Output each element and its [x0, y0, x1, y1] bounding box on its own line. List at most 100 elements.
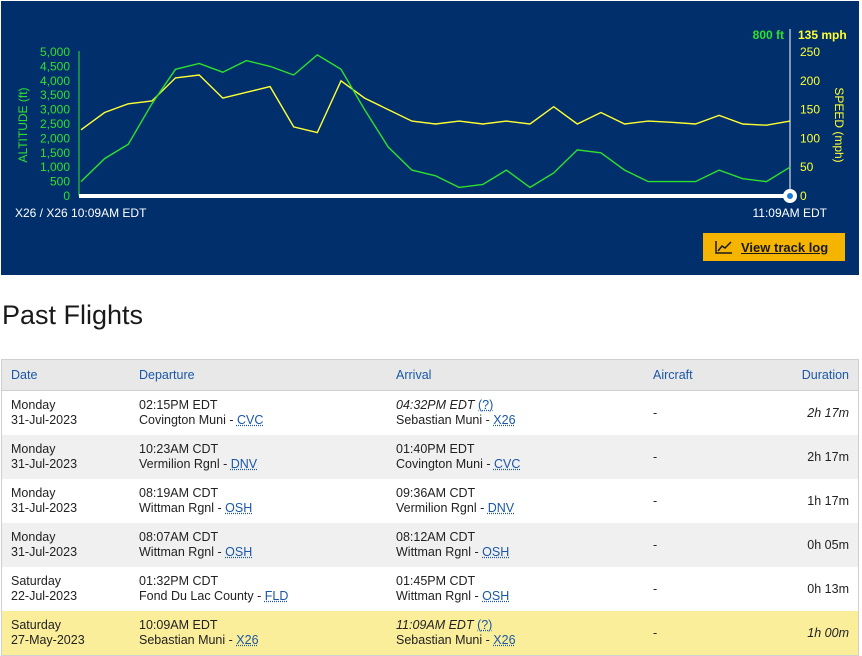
speed-axis-title: SPEED (mph)	[832, 87, 846, 162]
arrival-code-link[interactable]: DNV	[488, 501, 514, 515]
altitude-series-line	[81, 55, 790, 188]
past-flights-table: Date Departure Arrival Aircraft Duration…	[1, 359, 859, 656]
flight-date: 31-Jul-2023	[11, 457, 77, 471]
arrival-airport: Covington Muni -	[396, 457, 494, 471]
arrival-airport: Sebastian Muni -	[396, 413, 493, 427]
arrival-cell: 04:32PM EDT (?) Sebastian Muni - X26	[387, 391, 644, 436]
altitude-tick-label: 1,000	[40, 160, 70, 174]
speed-tick-label: 0	[800, 189, 807, 203]
speed-series-line	[81, 75, 790, 133]
arrival-code-link[interactable]: X26	[493, 413, 515, 427]
view-track-log-button[interactable]: View track log	[703, 233, 845, 261]
altitude-axis-title: ALTITUDE (ft)	[16, 87, 30, 162]
departure-code-link[interactable]: OSH	[225, 501, 252, 515]
date-cell: Saturday 27-May-2023	[2, 611, 131, 656]
departure-time: 08:07AM CDT	[139, 530, 218, 544]
departure-time: 10:23AM CDT	[139, 442, 218, 456]
departure-airport: Covington Muni -	[139, 413, 237, 427]
arrival-time: 01:40PM EDT	[396, 442, 475, 456]
departure-airport: Fond Du Lac County -	[139, 589, 265, 603]
flight-chart-panel: ALTITUDE (ft) SPEED (mph) 5,000 4,500 4,00…	[1, 1, 859, 275]
arrival-code-link[interactable]: X26	[493, 633, 515, 647]
altitude-tick-label: 1,500	[40, 146, 70, 160]
day-name: Monday	[11, 442, 55, 456]
departure-time: 02:15PM EDT	[139, 398, 218, 412]
arrival-airport: Wittman Rgnl -	[396, 589, 482, 603]
day-name: Saturday	[11, 574, 61, 588]
col-arrival[interactable]: Arrival	[387, 360, 644, 391]
line-chart-icon	[715, 240, 733, 254]
table-row[interactable]: Monday 31-Jul-2023 02:15PM EDT Covington Mu…	[2, 391, 859, 436]
col-aircraft[interactable]: Aircraft	[644, 360, 772, 391]
col-duration[interactable]: Duration	[772, 360, 859, 391]
aircraft-cell: -	[644, 567, 772, 611]
table-row[interactable]: Monday 31-Jul-2023 08:07AM CDT Wittman Rgnl…	[2, 523, 859, 567]
speed-tick-label: 50	[800, 160, 814, 174]
col-date[interactable]: Date	[2, 360, 131, 391]
departure-code-link[interactable]: FLD	[265, 589, 289, 603]
day-name: Saturday	[11, 618, 61, 632]
view-track-log-label: View track log	[741, 240, 828, 255]
estimated-help-link[interactable]: (?)	[478, 398, 493, 412]
departure-cell: 08:19AM CDT Wittman Rgnl - OSH	[130, 479, 387, 523]
speed-tick-label: 200	[800, 74, 820, 88]
duration-cell: 2h 17m	[772, 391, 859, 436]
arrival-cell: 08:12AM CDT Wittman Rgnl - OSH	[387, 523, 644, 567]
departure-cell: 02:15PM EDT Covington Muni - CVC	[130, 391, 387, 436]
arrival-airport: Wittman Rgnl -	[396, 545, 482, 559]
arrival-cell: 01:45PM CDT Wittman Rgnl - OSH	[387, 567, 644, 611]
departure-code-link[interactable]: DNV	[231, 457, 257, 471]
aircraft-cell: -	[644, 479, 772, 523]
date-cell: Monday 31-Jul-2023	[2, 435, 131, 479]
arrival-cell: 09:36AM CDT Vermilion Rgnl - DNV	[387, 479, 644, 523]
date-cell: Monday 31-Jul-2023	[2, 523, 131, 567]
day-name: Monday	[11, 486, 55, 500]
departure-cell: 10:09AM EDT Sebastian Muni - X26	[130, 611, 387, 656]
table-row[interactable]: Saturday 27-May-2023 10:09AM EDT Sebastian …	[2, 611, 859, 656]
arrival-time: 08:12AM CDT	[396, 530, 475, 544]
arrival-code-link[interactable]: OSH	[482, 589, 509, 603]
departure-time: 08:19AM CDT	[139, 486, 218, 500]
table-row[interactable]: Monday 31-Jul-2023 08:19AM CDT Wittman Rgnl…	[2, 479, 859, 523]
flight-date: 31-Jul-2023	[11, 545, 77, 559]
date-cell: Saturday 22-Jul-2023	[2, 567, 131, 611]
departure-cell: 01:32PM CDT Fond Du Lac County - FLD	[130, 567, 387, 611]
departure-airport: Wittman Rgnl -	[139, 545, 225, 559]
table-row[interactable]: Monday 31-Jul-2023 10:23AM CDT Vermilion Rg…	[2, 435, 859, 479]
flight-date: 27-May-2023	[11, 633, 85, 647]
departure-airport: Wittman Rgnl -	[139, 501, 225, 515]
flight-date: 31-Jul-2023	[11, 501, 77, 515]
altitude-tick-label: 500	[50, 175, 70, 189]
estimated-help-link[interactable]: (?)	[477, 618, 492, 632]
table-header-row: Date Departure Arrival Aircraft Duration	[2, 360, 859, 391]
col-departure[interactable]: Departure	[130, 360, 387, 391]
table-row[interactable]: Saturday 22-Jul-2023 01:32PM CDT Fond Du La…	[2, 567, 859, 611]
arrival-time: 01:45PM CDT	[396, 574, 475, 588]
departure-code-link[interactable]: OSH	[225, 545, 252, 559]
date-cell: Monday 31-Jul-2023	[2, 391, 131, 436]
altitude-tick-label: 4,500	[40, 59, 70, 73]
progress-end-dot	[787, 193, 793, 199]
altitude-tick-label: 0	[63, 189, 70, 203]
speed-tick-labels: 250200150100500	[800, 45, 820, 203]
departure-airport: Sebastian Muni -	[139, 633, 236, 647]
current-speed: 135 mph	[798, 28, 847, 42]
arrival-cell: 11:09AM EDT (?) Sebastian Muni - X26	[387, 611, 644, 656]
altitude-tick-label: 4,000	[40, 74, 70, 88]
day-name: Monday	[11, 398, 55, 412]
arrival-code-link[interactable]: CVC	[494, 457, 520, 471]
altitude-tick-label: 2,500	[40, 117, 70, 131]
arrival-code-link[interactable]: OSH	[482, 545, 509, 559]
departure-code-link[interactable]: CVC	[237, 413, 263, 427]
arrival-time: 04:32PM EDT	[396, 398, 475, 412]
departure-time: 01:32PM CDT	[139, 574, 218, 588]
departure-cell: 08:07AM CDT Wittman Rgnl - OSH	[130, 523, 387, 567]
past-flights-title: Past Flights	[2, 300, 143, 331]
altitude-tick-label: 3,000	[40, 103, 70, 117]
altitude-tick-label: 5,000	[40, 45, 70, 59]
departure-code-link[interactable]: X26	[236, 633, 258, 647]
arrival-airport: Vermilion Rgnl -	[396, 501, 488, 515]
arrival-time: 09:36AM CDT	[396, 486, 475, 500]
date-cell: Monday 31-Jul-2023	[2, 479, 131, 523]
aircraft-cell: -	[644, 611, 772, 656]
